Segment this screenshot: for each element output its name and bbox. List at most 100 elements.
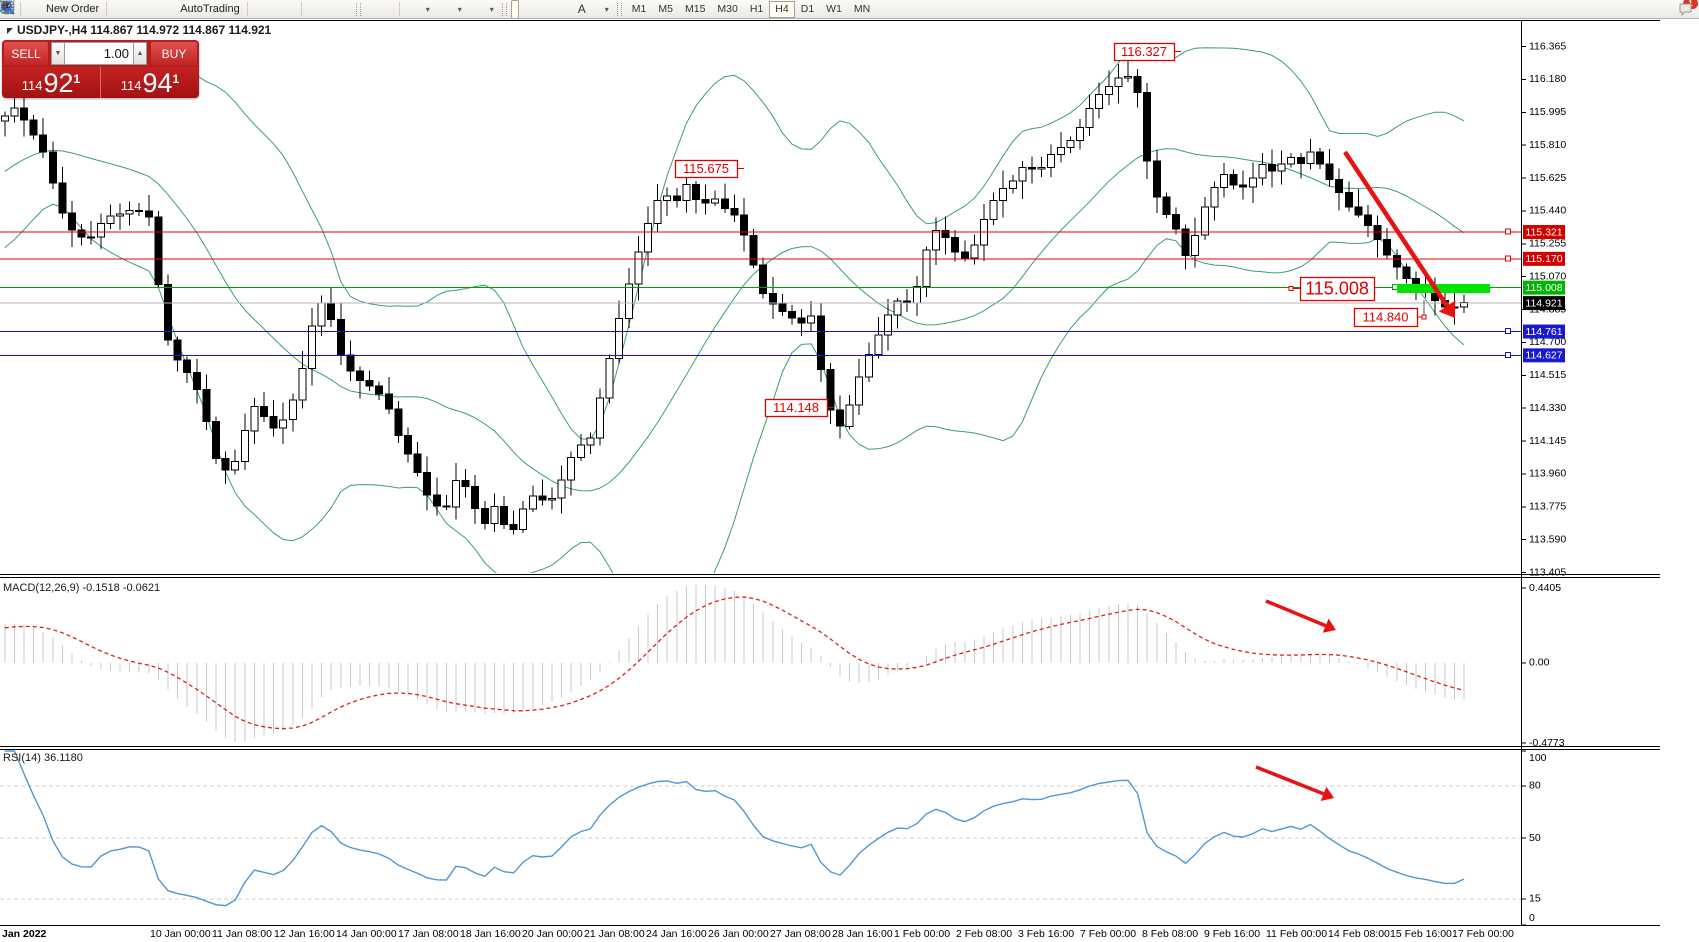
toolbar-grip xyxy=(501,2,507,16)
trendline-tool[interactable] xyxy=(0,0,555,19)
sell-price[interactable]: 114 92 1 xyxy=(2,67,100,98)
horizontal-line-114761[interactable]: 114.761 xyxy=(0,324,1565,339)
timeframe-button-M5[interactable]: M5 xyxy=(658,2,673,15)
text-tool[interactable]: A xyxy=(577,2,586,16)
time-axis: Jan 2022 10 Jan 00:00 11 Jan 08:00 12 Jan 1… xyxy=(2,928,1514,940)
horizontal-line-115170[interactable]: 115.170 xyxy=(0,251,1565,266)
quote-line: USDJPY-,H4 114.867 114.972 114.867 114.9… xyxy=(7,23,271,37)
crosshair-tool[interactable] xyxy=(1,0,528,19)
quote-text: USDJPY-,H4 114.867 114.972 114.867 114.9… xyxy=(17,23,272,37)
svg-text:E: E xyxy=(10,8,14,13)
horizontal-line-114921[interactable]: 114.921 xyxy=(0,296,1565,311)
volume-increase-button[interactable]: ▲ xyxy=(133,42,147,65)
svg-text:2 Feb 08:00: 2 Feb 08:00 xyxy=(956,928,1012,940)
timeframe-button-M15[interactable]: M15 xyxy=(684,2,706,15)
volume-input[interactable] xyxy=(65,42,133,65)
mailbox-icon[interactable] xyxy=(0,2,141,17)
timeframe-button-MN[interactable]: MN xyxy=(853,2,871,15)
indicators-menu[interactable]: ▾ xyxy=(0,0,434,19)
periods-menu[interactable]: ▾ xyxy=(0,0,466,19)
svg-text:115.008: 115.008 xyxy=(1525,282,1562,294)
svg-text:113.775: 113.775 xyxy=(1529,501,1566,513)
timeframe-button-M1[interactable]: M1 xyxy=(631,2,647,15)
price-axis: 116.365 116.180 115.995 115.810 115.625 115.4… xyxy=(1522,40,1566,578)
toolbar-right-group: 1 xyxy=(1,0,1698,17)
timeframe-button-W1[interactable]: W1 xyxy=(826,2,842,15)
chart-shift-icon[interactable] xyxy=(2,2,396,17)
horizontal-line-tool[interactable] xyxy=(1,0,546,19)
toolbar-separator xyxy=(246,2,248,16)
clock-icon xyxy=(0,0,454,17)
price-annotation-115008[interactable]: 115.008 xyxy=(1288,276,1376,302)
svg-text:80: 80 xyxy=(1529,780,1541,792)
svg-text:116.180: 116.180 xyxy=(1529,73,1566,85)
svg-text:116.365: 116.365 xyxy=(1529,40,1566,52)
trend-arrow[interactable] xyxy=(1255,765,1334,801)
volume-decrease-button[interactable]: ▼ xyxy=(51,42,65,65)
svg-text:115.810: 115.810 xyxy=(1529,139,1566,151)
notifications-icon[interactable]: 1 xyxy=(1678,0,1698,17)
price-annotation-114148[interactable]: 114.148 xyxy=(764,398,835,418)
gold-icon[interactable] xyxy=(0,2,125,17)
zoom-in-icon[interactable] xyxy=(1,1,320,17)
trend-arrow[interactable] xyxy=(1265,599,1336,633)
svg-text:20 Jan 00:00: 20 Jan 00:00 xyxy=(522,928,583,940)
svg-text:50: 50 xyxy=(1529,832,1541,844)
tile-windows-icon[interactable] xyxy=(1,2,352,17)
rsi-level-lines xyxy=(0,785,1521,900)
timeframe-button-H4[interactable]: H4 xyxy=(769,0,795,18)
auto-scroll-icon[interactable] xyxy=(2,2,380,17)
svg-text:114.515: 114.515 xyxy=(1529,369,1566,381)
timeframe-button-H1[interactable]: H1 xyxy=(749,2,764,15)
svg-text:114.700: 114.700 xyxy=(1529,336,1566,348)
new-order-label: New Order xyxy=(46,3,100,15)
sell-button[interactable]: SELL xyxy=(4,42,48,65)
svg-text:114.330: 114.330 xyxy=(1529,402,1566,414)
highlight-bar[interactable] xyxy=(1397,284,1490,293)
autotrading-button[interactable]: AutoTrading xyxy=(0,0,244,19)
svg-text:27 Jan 08:00: 27 Jan 08:00 xyxy=(770,928,831,940)
svg-text:113.405: 113.405 xyxy=(1529,566,1566,578)
shapes-menu[interactable]: ▾ xyxy=(1,0,613,19)
svg-text:113.960: 113.960 xyxy=(1529,468,1566,480)
expand-panel-icon[interactable] xyxy=(7,28,13,34)
price-annotation-116327[interactable]: 116.327 xyxy=(1113,42,1182,62)
vertical-line-tool[interactable] xyxy=(5,0,537,19)
buy-price-pip: 1 xyxy=(172,72,180,86)
channel-tool[interactable]: E xyxy=(0,0,564,19)
search-icon[interactable] xyxy=(1,1,1674,17)
fibonacci-tool[interactable]: F xyxy=(1,0,573,19)
new-order-button[interactable]: New Order xyxy=(1,0,103,19)
broadcast-icon[interactable] xyxy=(1,1,157,17)
templates-menu[interactable]: ▾ xyxy=(0,0,498,19)
horizontal-line-114627[interactable]: 114.627 xyxy=(0,348,1565,363)
rsi-line xyxy=(4,750,1465,907)
timeframe-button-M30[interactable]: M30 xyxy=(717,2,738,15)
svg-text:116.327: 116.327 xyxy=(1121,44,1167,59)
bollinger-bands xyxy=(4,44,1465,573)
timeframe-button-D1[interactable]: D1 xyxy=(800,2,815,15)
buy-button[interactable]: BUY xyxy=(151,42,197,65)
sell-price-base: 114 xyxy=(21,78,43,93)
horizontal-line-115321[interactable]: 115.321 xyxy=(0,225,1565,240)
buy-price[interactable]: 114 94 1 xyxy=(100,67,199,98)
text-label-tool[interactable]: T xyxy=(0,0,599,19)
toolbar-separator xyxy=(20,2,21,16)
candlestick-chart-icon[interactable] xyxy=(1,1,282,17)
horizontal-line-115008[interactable]: 115.008 xyxy=(0,280,1565,295)
svg-text:115.070: 115.070 xyxy=(1529,270,1566,282)
svg-text:114.921: 114.921 xyxy=(1525,297,1562,309)
svg-text:28 Jan 16:00: 28 Jan 16:00 xyxy=(832,928,893,940)
bar-chart-icon[interactable] xyxy=(1,2,266,17)
cursor-tool[interactable] xyxy=(3,0,519,19)
line-chart-icon[interactable] xyxy=(0,2,298,17)
price-annotation-115675[interactable]: 115.675 xyxy=(674,159,745,179)
price-annotation-114840[interactable]: 114.840 xyxy=(1353,300,1427,328)
trend-arrow[interactable] xyxy=(1343,150,1456,318)
zoom-out-icon[interactable] xyxy=(1,1,336,17)
svg-text:14 Jan 00:00: 14 Jan 00:00 xyxy=(336,928,397,940)
svg-text:Jan 2022: Jan 2022 xyxy=(2,928,47,940)
